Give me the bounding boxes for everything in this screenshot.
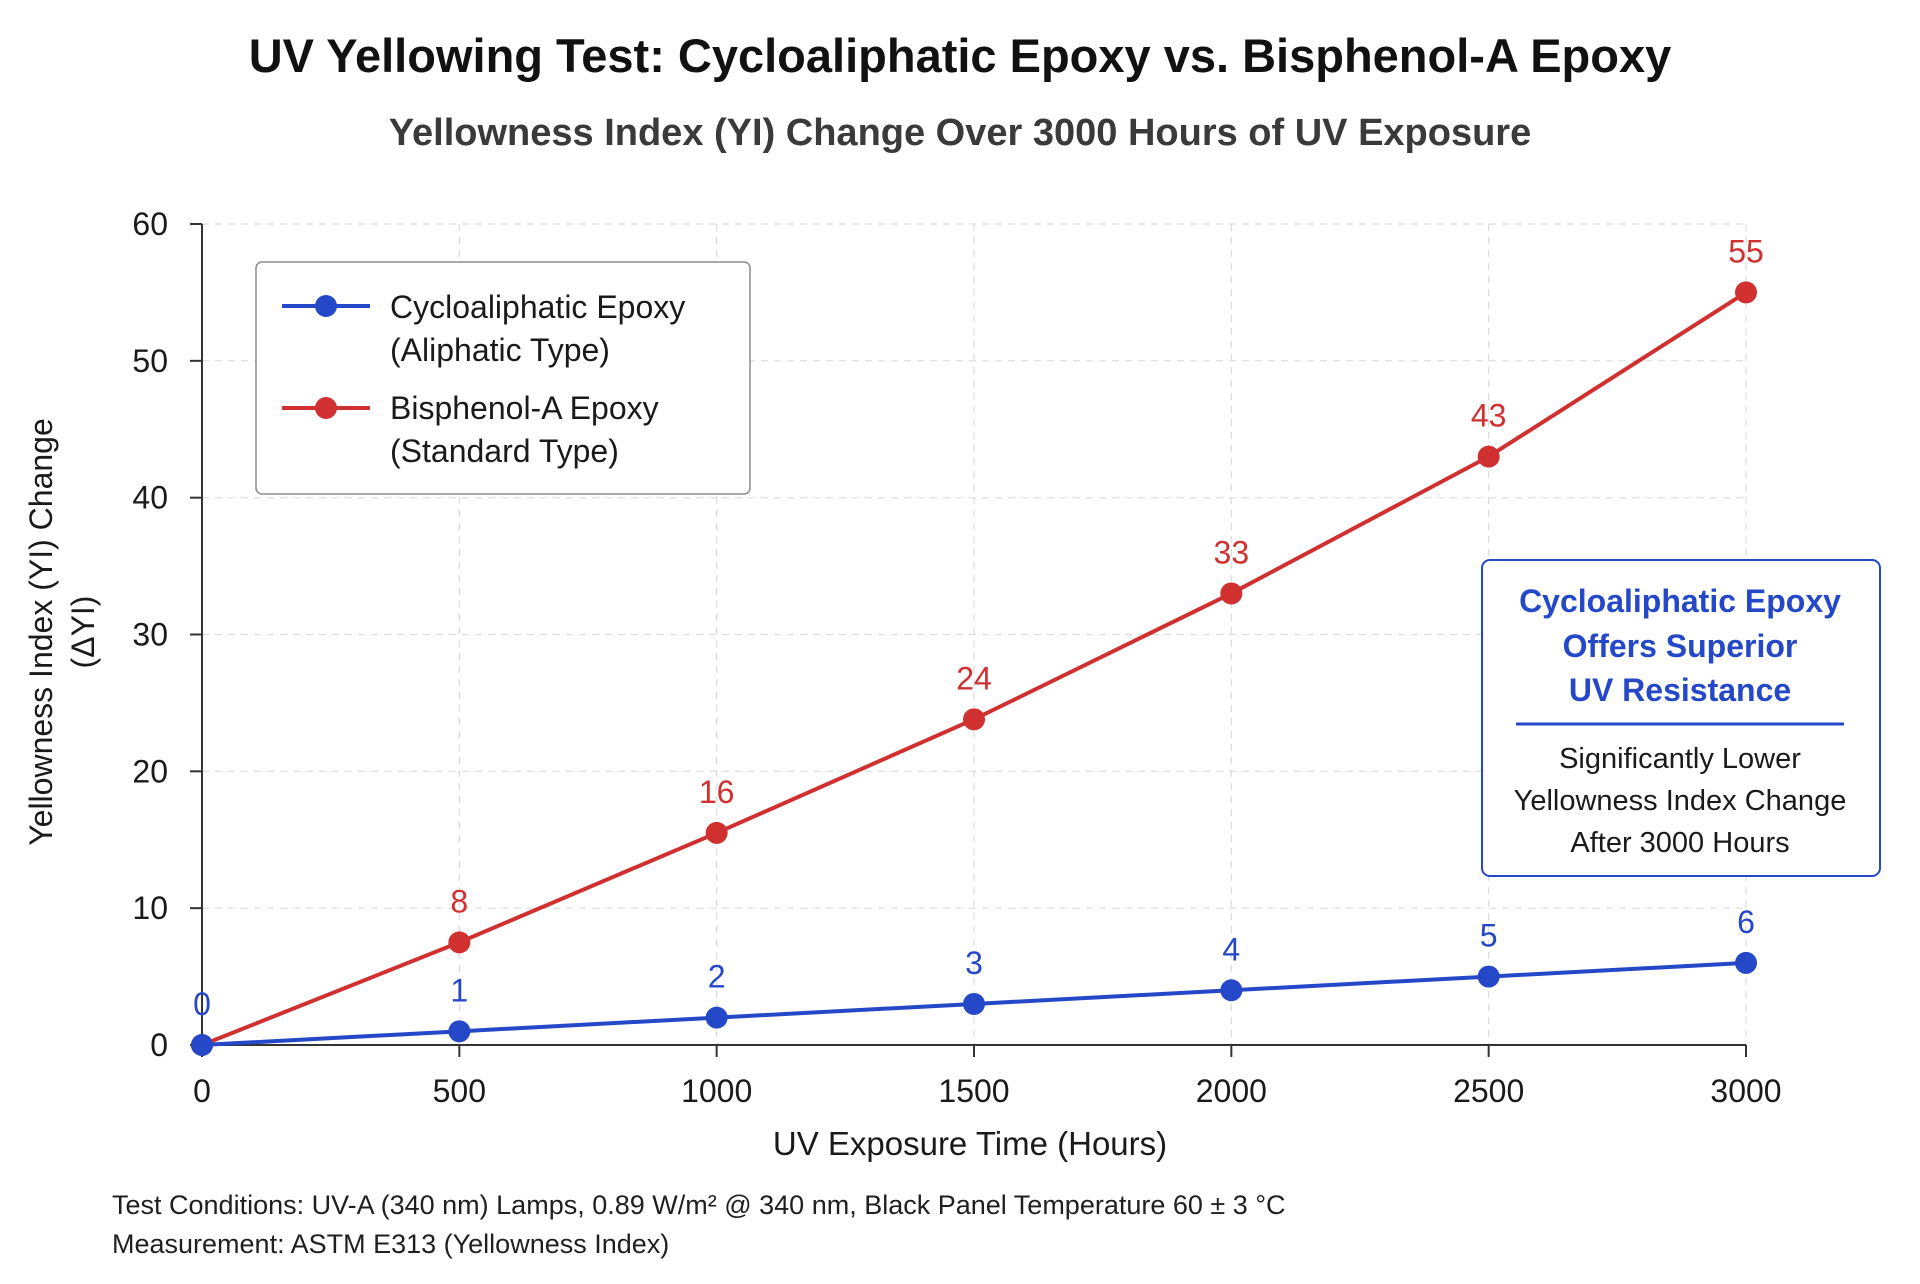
data-label-cycloaliphatic: 0: [193, 986, 211, 1022]
annotation-body-line3: After 3000 Hours: [1570, 827, 1789, 859]
data-label-bisphenol: 33: [1214, 534, 1250, 570]
data-label-cycloaliphatic: 4: [1222, 931, 1240, 967]
legend-label-bisphenol-line1: Bisphenol-A Epoxy: [390, 390, 659, 426]
legend-label-bisphenol-line2: (Standard Type): [390, 433, 619, 469]
data-point-cycloaliphatic: [963, 992, 985, 1015]
legend-marker-bisphenol: [315, 397, 337, 419]
annotation-callout: Cycloaliphatic Epoxy Offers Superior UV …: [1481, 559, 1881, 877]
data-label-bisphenol: 43: [1471, 398, 1507, 434]
y-tick-label: 60: [132, 206, 168, 242]
data-label-bisphenol: 8: [450, 883, 468, 919]
x-tick-label: 0: [193, 1073, 211, 1109]
data-point-cycloaliphatic: [448, 1020, 471, 1043]
data-point-bisphenol: [963, 708, 985, 731]
data-label-cycloaliphatic: 3: [965, 945, 983, 981]
annotation-body-line1: Significantly Lower: [1559, 743, 1801, 775]
legend-label-cycloaliphatic-line1: Cycloaliphatic Epoxy: [390, 289, 685, 325]
data-label-bisphenol: 55: [1728, 233, 1764, 269]
annotation-heading-line2: Offers Superior: [1563, 628, 1798, 664]
y-tick-label: 30: [132, 617, 168, 653]
annotation-body-line2: Yellowness Index Change: [1514, 785, 1847, 817]
legend-item-cycloaliphatic: Cycloaliphatic Epoxy (Aliphatic Type): [282, 289, 685, 368]
x-tick-label: 1000: [681, 1073, 752, 1109]
data-label-cycloaliphatic: 5: [1480, 918, 1498, 954]
data-point-bisphenol: [448, 931, 471, 954]
footnote-test-conditions: Test Conditions: UV-A (340 nm) Lamps, 0.…: [112, 1190, 1286, 1220]
data-label-cycloaliphatic: 6: [1737, 904, 1755, 940]
x-axis-title: UV Exposure Time (Hours): [773, 1125, 1167, 1162]
x-tick-label: 2500: [1453, 1073, 1524, 1109]
chart-title: UV Yellowing Test: Cycloaliphatic Epoxy …: [248, 29, 1672, 82]
data-point-bisphenol: [1220, 582, 1243, 605]
y-tick-label: 20: [132, 753, 168, 789]
annotation-box: [1481, 559, 1881, 877]
data-point-cycloaliphatic: [1220, 979, 1243, 1002]
data-label-bisphenol: 16: [699, 774, 735, 810]
y-axis-title-line2: (ΔYI): [65, 596, 101, 669]
legend-label-cycloaliphatic-line2: (Aliphatic Type): [390, 332, 610, 368]
data-point-bisphenol: [1477, 445, 1500, 468]
x-tick-label: 500: [433, 1073, 486, 1109]
annotation-heading-line3: UV Resistance: [1569, 672, 1791, 708]
legend-box: [255, 261, 751, 495]
y-tick-label: 40: [132, 480, 168, 516]
footnote-measurement: Measurement: ASTM E313 (Yellowness Index…: [112, 1229, 670, 1259]
data-point-bisphenol: [1735, 281, 1757, 304]
y-axis-title-line1: Yellowness Index (YI) Change: [23, 418, 59, 846]
data-point-cycloaliphatic: [1477, 965, 1500, 988]
x-tick-label: 1500: [938, 1073, 1009, 1109]
data-point-bisphenol: [705, 821, 728, 844]
legend-item-bisphenol: Bisphenol-A Epoxy (Standard Type): [282, 390, 659, 469]
legend: Cycloaliphatic Epoxy (Aliphatic Type) Bi…: [255, 261, 751, 495]
series: 8 16 24 33 43 55 0 1 2 3 4 5 6: [191, 233, 1764, 1056]
data-point-cycloaliphatic: [705, 1006, 728, 1029]
data-label-cycloaliphatic: 1: [450, 972, 468, 1008]
chart-subtitle: Yellowness Index (YI) Change Over 3000 H…: [388, 112, 1532, 154]
x-tick-label: 2000: [1196, 1073, 1267, 1109]
data-point-cycloaliphatic: [1735, 951, 1757, 974]
data-label-cycloaliphatic: 2: [708, 959, 726, 995]
y-tick-label: 10: [132, 890, 168, 926]
data-point-cycloaliphatic: [191, 1034, 213, 1056]
legend-marker-cycloaliphatic: [315, 295, 337, 317]
annotation-heading-line1: Cycloaliphatic Epoxy: [1519, 583, 1841, 619]
data-label-bisphenol: 24: [956, 660, 992, 696]
y-tick-label: 0: [150, 1027, 168, 1063]
y-tick-label: 50: [132, 343, 168, 379]
x-tick-label: 3000: [1710, 1073, 1781, 1109]
